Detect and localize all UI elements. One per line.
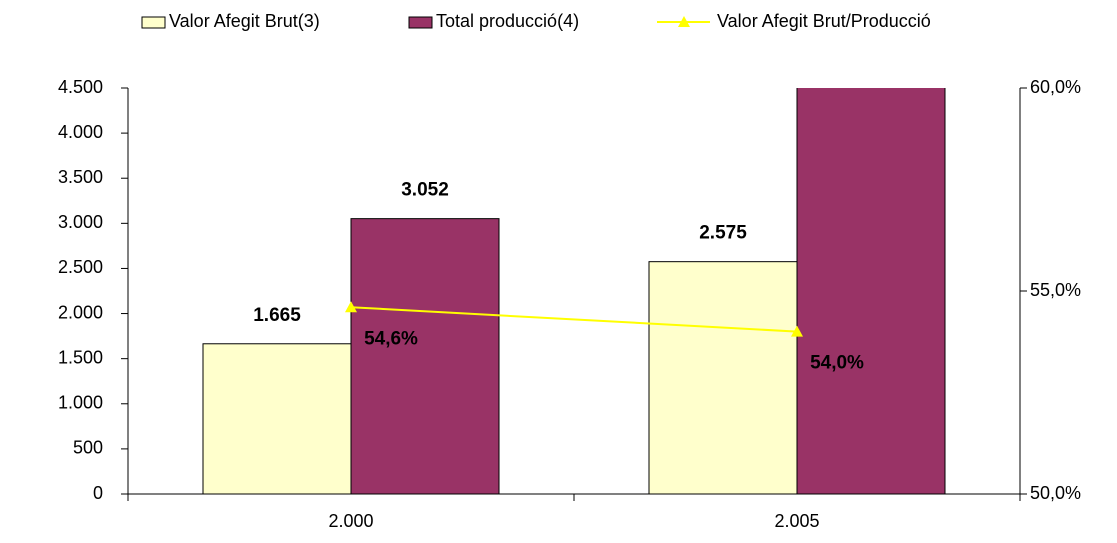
data-label: 1.665 [253, 305, 301, 326]
data-label: 3.052 [401, 180, 449, 201]
y2-tick-label: 55,0% [1030, 280, 1081, 300]
legend-label: Total producció(4) [436, 11, 579, 31]
legend-label: Valor Afegit Brut/Producció [717, 11, 931, 31]
line-marker [345, 301, 357, 313]
x-tick-label: 2.005 [774, 511, 819, 531]
y-tick-label: 3.000 [58, 212, 103, 232]
bars [202, 88, 946, 495]
y-tick-label: 4.500 [58, 77, 103, 97]
y-tick-label: 2.000 [58, 302, 103, 322]
y-tick-label: 2.500 [58, 257, 103, 277]
legend-label: Valor Afegit Brut(3) [169, 11, 320, 31]
bar [648, 261, 798, 495]
y2-tick-label: 60,0% [1030, 77, 1081, 97]
y-tick-label: 3.500 [58, 167, 103, 187]
legend-swatch [141, 16, 166, 29]
y-tick-label: 1.000 [58, 393, 103, 413]
data-label: 54,6% [364, 328, 418, 349]
legend-swatch [408, 16, 433, 29]
bar [796, 88, 946, 495]
x-tick-label: 2.000 [328, 511, 373, 531]
line-marker [791, 325, 803, 337]
y-tick-label: 1.500 [58, 347, 103, 367]
line [350, 306, 798, 333]
bar [350, 218, 500, 495]
y-tick-label: 4.000 [58, 122, 103, 142]
y-tick-label: 500 [73, 438, 103, 458]
y-tick-label: 0 [93, 483, 103, 503]
legend-marker [678, 16, 690, 27]
data-label: 54,0% [810, 353, 864, 374]
data-label: 2.575 [699, 223, 747, 244]
y2-tick-label: 50,0% [1030, 483, 1081, 503]
bar [202, 343, 352, 495]
